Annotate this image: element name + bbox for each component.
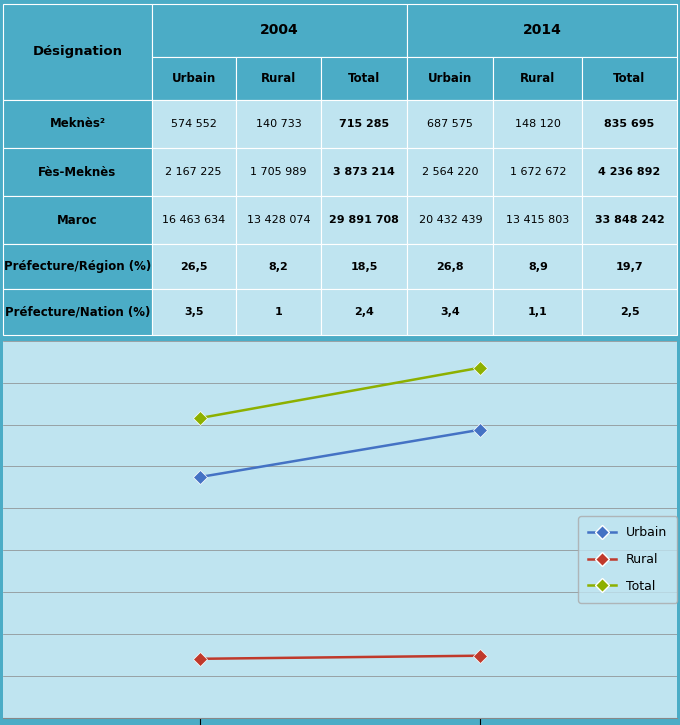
- Text: 3,4: 3,4: [441, 307, 460, 317]
- FancyBboxPatch shape: [407, 4, 677, 57]
- Text: Urbain: Urbain: [171, 72, 216, 85]
- FancyBboxPatch shape: [494, 100, 582, 148]
- Text: 1 672 672: 1 672 672: [510, 167, 566, 177]
- FancyBboxPatch shape: [407, 244, 494, 289]
- FancyBboxPatch shape: [3, 244, 152, 289]
- Text: 715 285: 715 285: [339, 119, 389, 129]
- Text: 26,8: 26,8: [437, 262, 464, 272]
- Text: 1 705 989: 1 705 989: [250, 167, 307, 177]
- Text: Total: Total: [613, 72, 645, 85]
- FancyBboxPatch shape: [152, 4, 407, 57]
- FancyBboxPatch shape: [494, 196, 582, 244]
- Text: Total: Total: [348, 72, 380, 85]
- Text: 835 695: 835 695: [605, 119, 655, 129]
- Text: 8,2: 8,2: [269, 262, 288, 272]
- FancyBboxPatch shape: [494, 148, 582, 196]
- FancyBboxPatch shape: [152, 148, 236, 196]
- FancyBboxPatch shape: [152, 196, 236, 244]
- FancyBboxPatch shape: [3, 148, 152, 196]
- Text: 13 415 803: 13 415 803: [507, 215, 570, 225]
- FancyBboxPatch shape: [236, 244, 321, 289]
- Text: 2,5: 2,5: [619, 307, 639, 317]
- FancyBboxPatch shape: [582, 244, 677, 289]
- FancyBboxPatch shape: [3, 4, 152, 100]
- FancyBboxPatch shape: [152, 289, 236, 336]
- FancyBboxPatch shape: [152, 57, 236, 100]
- FancyBboxPatch shape: [494, 244, 582, 289]
- FancyBboxPatch shape: [236, 196, 321, 244]
- FancyBboxPatch shape: [321, 244, 407, 289]
- Text: 687 575: 687 575: [428, 119, 473, 129]
- FancyBboxPatch shape: [407, 148, 494, 196]
- FancyBboxPatch shape: [321, 100, 407, 148]
- Text: Meknès²: Meknès²: [50, 117, 105, 130]
- FancyBboxPatch shape: [152, 244, 236, 289]
- Text: 2 564 220: 2 564 220: [422, 167, 479, 177]
- Text: 1: 1: [275, 307, 282, 317]
- FancyBboxPatch shape: [582, 289, 677, 336]
- FancyBboxPatch shape: [407, 57, 494, 100]
- Text: Fès-Meknès: Fès-Meknès: [38, 165, 116, 178]
- FancyBboxPatch shape: [407, 196, 494, 244]
- Text: 2,4: 2,4: [354, 307, 374, 317]
- Text: Désignation: Désignation: [33, 45, 122, 58]
- Text: Maroc: Maroc: [57, 214, 98, 227]
- Text: 4 236 892: 4 236 892: [598, 167, 660, 177]
- Text: Préfecture/Région (%): Préfecture/Région (%): [4, 260, 151, 273]
- FancyBboxPatch shape: [321, 289, 407, 336]
- Text: 33 848 242: 33 848 242: [594, 215, 664, 225]
- Text: 18,5: 18,5: [351, 262, 378, 272]
- Text: 3,5: 3,5: [184, 307, 203, 317]
- FancyBboxPatch shape: [407, 100, 494, 148]
- Text: 26,5: 26,5: [180, 262, 207, 272]
- FancyBboxPatch shape: [494, 289, 582, 336]
- Text: 16 463 634: 16 463 634: [162, 215, 225, 225]
- FancyBboxPatch shape: [236, 289, 321, 336]
- Legend: Urbain, Rural, Total: Urbain, Rural, Total: [578, 516, 677, 602]
- FancyBboxPatch shape: [236, 100, 321, 148]
- Text: 1,1: 1,1: [528, 307, 548, 317]
- Text: Préfecture/Nation (%): Préfecture/Nation (%): [5, 306, 150, 319]
- FancyBboxPatch shape: [321, 196, 407, 244]
- FancyBboxPatch shape: [152, 100, 236, 148]
- FancyBboxPatch shape: [3, 100, 152, 148]
- Text: 29 891 708: 29 891 708: [329, 215, 399, 225]
- Text: Rural: Rural: [260, 72, 296, 85]
- Text: 2 167 225: 2 167 225: [165, 167, 222, 177]
- Text: 574 552: 574 552: [171, 119, 216, 129]
- Text: Urbain: Urbain: [428, 72, 473, 85]
- FancyBboxPatch shape: [3, 196, 152, 244]
- Text: 19,7: 19,7: [615, 262, 643, 272]
- FancyBboxPatch shape: [236, 148, 321, 196]
- FancyBboxPatch shape: [582, 196, 677, 244]
- FancyBboxPatch shape: [321, 148, 407, 196]
- Text: 2004: 2004: [260, 23, 299, 37]
- Text: 13 428 074: 13 428 074: [247, 215, 310, 225]
- FancyBboxPatch shape: [582, 148, 677, 196]
- FancyBboxPatch shape: [582, 100, 677, 148]
- FancyBboxPatch shape: [3, 289, 152, 336]
- Text: Rural: Rural: [520, 72, 556, 85]
- Text: 140 733: 140 733: [256, 119, 301, 129]
- FancyBboxPatch shape: [321, 57, 407, 100]
- Text: 148 120: 148 120: [515, 119, 561, 129]
- Text: 8,9: 8,9: [528, 262, 548, 272]
- Text: 20 432 439: 20 432 439: [419, 215, 482, 225]
- FancyBboxPatch shape: [407, 289, 494, 336]
- FancyBboxPatch shape: [494, 57, 582, 100]
- FancyBboxPatch shape: [236, 57, 321, 100]
- Text: 3 873 214: 3 873 214: [333, 167, 395, 177]
- Text: 2014: 2014: [522, 23, 562, 37]
- FancyBboxPatch shape: [582, 57, 677, 100]
